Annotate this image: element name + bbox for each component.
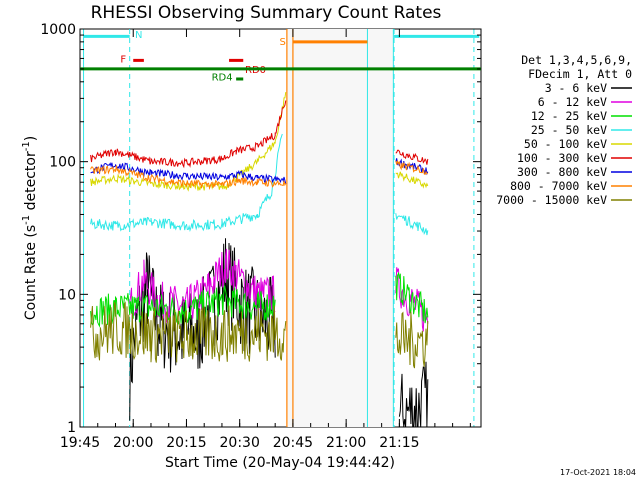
x-tick-label-1: 20:00 <box>113 435 153 451</box>
series-line-8-segment-0 <box>90 301 287 363</box>
x-tick-label-5: 21:00 <box>326 435 366 451</box>
legend-label-1: 6 - 12 keV <box>538 95 607 109</box>
series-line-6-segment-0 <box>90 162 287 185</box>
x-tick-label-6: 21:15 <box>379 435 419 451</box>
y-axis-label-sup2: -1 <box>21 141 32 151</box>
legend-label-7: 800 - 7000 keV <box>510 179 607 193</box>
flag-label-f: F <box>120 54 126 65</box>
flag-label-rd4: RD4 <box>212 72 233 83</box>
y-tick-label-0: 1 <box>67 420 76 436</box>
series-line-0-segment-1 <box>398 361 429 428</box>
series-line-4-segment-0 <box>90 92 287 192</box>
footer-timestamp: 17-Oct-2021 18:04 <box>560 468 636 477</box>
x-axis-ticks: 19:45 20:00 20:15 20:30 20:45 21:00 21:15 <box>60 29 471 451</box>
legend-label-0: 3 - 6 keV <box>545 81 607 95</box>
legend-label-2: 12 - 25 keV <box>531 109 607 123</box>
series-line-5-segment-1 <box>395 149 429 165</box>
x-tick-label-2: 20:15 <box>166 435 206 451</box>
x-tick-label-4: 20:45 <box>273 435 313 451</box>
series-line-0-segment-0 <box>129 238 276 421</box>
y-axis-label-part1: Count Rate (s <box>23 225 39 320</box>
series-line-2-segment-1 <box>395 271 429 324</box>
series-line-2-segment-0 <box>90 285 276 328</box>
x-axis-label: Start Time (20-May-04 19:44:42) <box>165 455 395 471</box>
series-line-7-segment-0 <box>90 165 287 190</box>
flag-label-s: S <box>279 37 285 48</box>
shaded-regions <box>287 29 395 427</box>
series-line-8-segment-1 <box>395 311 429 369</box>
series-layer <box>90 92 429 428</box>
series-line-7-segment-1 <box>395 159 428 176</box>
data-gap-region <box>287 29 395 427</box>
plot-frame <box>79 28 482 428</box>
series-line-1-segment-0 <box>129 248 276 323</box>
y-tick-label-2: 100 <box>49 155 76 171</box>
y-axis-label: Count Rate (s-1 detector-1) <box>21 136 39 320</box>
series-line-4-segment-1 <box>395 171 429 189</box>
y-tick-label-1: 10 <box>58 287 76 303</box>
y-axis-label-part3: ) <box>23 136 39 141</box>
y-axis-ticks: 1 10 100 1000 <box>40 22 481 436</box>
y-axis-label-part2: detector <box>23 151 39 215</box>
legend-label-8: 7000 - 15000 keV <box>496 193 607 207</box>
legend-label-3: 25 - 50 keV <box>531 123 607 137</box>
legend-header-1: Det 1,3,4,5,6,9, <box>521 53 632 67</box>
y-axis-label-sup1: -1 <box>21 215 32 225</box>
flag-bars: NFRD0RD4S <box>80 30 481 83</box>
flag-label-n: N <box>135 30 142 41</box>
legend-label-6: 300 - 800 keV <box>517 165 607 179</box>
y-tick-label-3: 1000 <box>40 22 76 38</box>
series-line-5-segment-0 <box>90 100 287 169</box>
chart-title: RHESSI Observing Summary Count Rates <box>91 3 442 23</box>
series-line-1-segment-1 <box>395 267 429 332</box>
series-line-3-segment-0 <box>90 133 283 232</box>
x-tick-label-0: 19:45 <box>60 435 100 451</box>
legend: Det 1,3,4,5,6,9, FDecim 1, Att 0 3 - 6 k… <box>496 53 632 207</box>
x-tick-label-3: 20:30 <box>220 435 260 451</box>
legend-label-5: 100 - 300 keV <box>517 151 607 165</box>
vertical-markers <box>83 29 475 427</box>
series-line-3-segment-1 <box>395 213 429 236</box>
legend-label-4: 50 - 100 keV <box>524 137 607 151</box>
legend-header-2: FDecim 1, Att 0 <box>528 67 632 81</box>
